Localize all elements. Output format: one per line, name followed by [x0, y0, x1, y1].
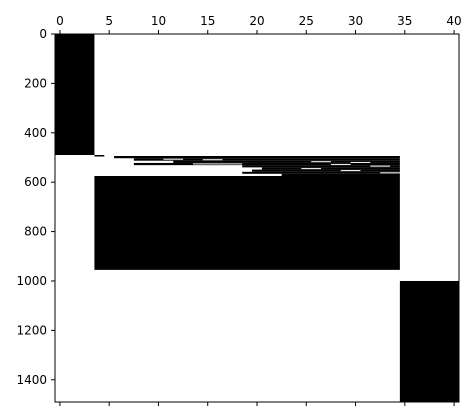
y-tick-label: 1200 — [16, 323, 47, 337]
nonzero-block-1 — [55, 34, 95, 156]
zero-gap-8 — [301, 168, 322, 170]
nonzero-block-13 — [281, 173, 400, 177]
x-tick-label: 5 — [105, 14, 113, 28]
y-tick-label: 1400 — [16, 373, 47, 387]
nonzero-block-2 — [94, 176, 400, 270]
zero-gap-5 — [192, 163, 243, 165]
x-tick-label: 15 — [200, 14, 215, 28]
y-tick-label: 800 — [24, 225, 47, 239]
zero-gap-9 — [340, 170, 361, 172]
x-tick-label: 40 — [446, 14, 461, 28]
nonzero-block-5 — [114, 156, 400, 159]
y-tick-label: 200 — [24, 76, 47, 90]
zero-gap-2 — [202, 159, 223, 161]
nonzero-block-4 — [94, 155, 105, 157]
zero-gap-1 — [163, 158, 184, 160]
x-tick-label: 25 — [299, 14, 314, 28]
x-tick-label: 20 — [249, 14, 264, 28]
axes-frame — [54, 33, 460, 403]
zero-gap-10 — [380, 172, 400, 174]
nonzero-block-3 — [399, 280, 459, 402]
zero-gap-6 — [330, 163, 351, 165]
nonzero-block-7 — [173, 160, 400, 163]
y-tick-label: 400 — [24, 126, 47, 140]
x-tick-label: 30 — [348, 14, 363, 28]
nonzero-block-6 — [133, 158, 400, 161]
nonzero-block-8 — [133, 162, 400, 166]
y-tick-label: 600 — [24, 175, 47, 189]
nonzero-block-11 — [252, 169, 400, 172]
x-tick-label: 10 — [151, 14, 166, 28]
x-tick-label: 35 — [397, 14, 412, 28]
y-tick-label: 0 — [39, 27, 47, 41]
y-axis: 0 200 400 600 800 1000 1200 1400 — [16, 27, 55, 387]
zero-gap-7 — [370, 165, 391, 167]
zero-gap-4 — [350, 161, 371, 163]
x-axis: 0 5 10 15 20 25 30 35 40 — [56, 14, 462, 406]
plot-area — [55, 34, 459, 402]
nonzero-block-9 — [242, 165, 400, 168]
zero-gap-3 — [311, 161, 331, 163]
y-tick-label: 1000 — [16, 274, 47, 288]
nonzero-block-12 — [242, 171, 400, 174]
x-tick-label: 0 — [56, 14, 64, 28]
nonzero-block-10 — [261, 167, 400, 170]
